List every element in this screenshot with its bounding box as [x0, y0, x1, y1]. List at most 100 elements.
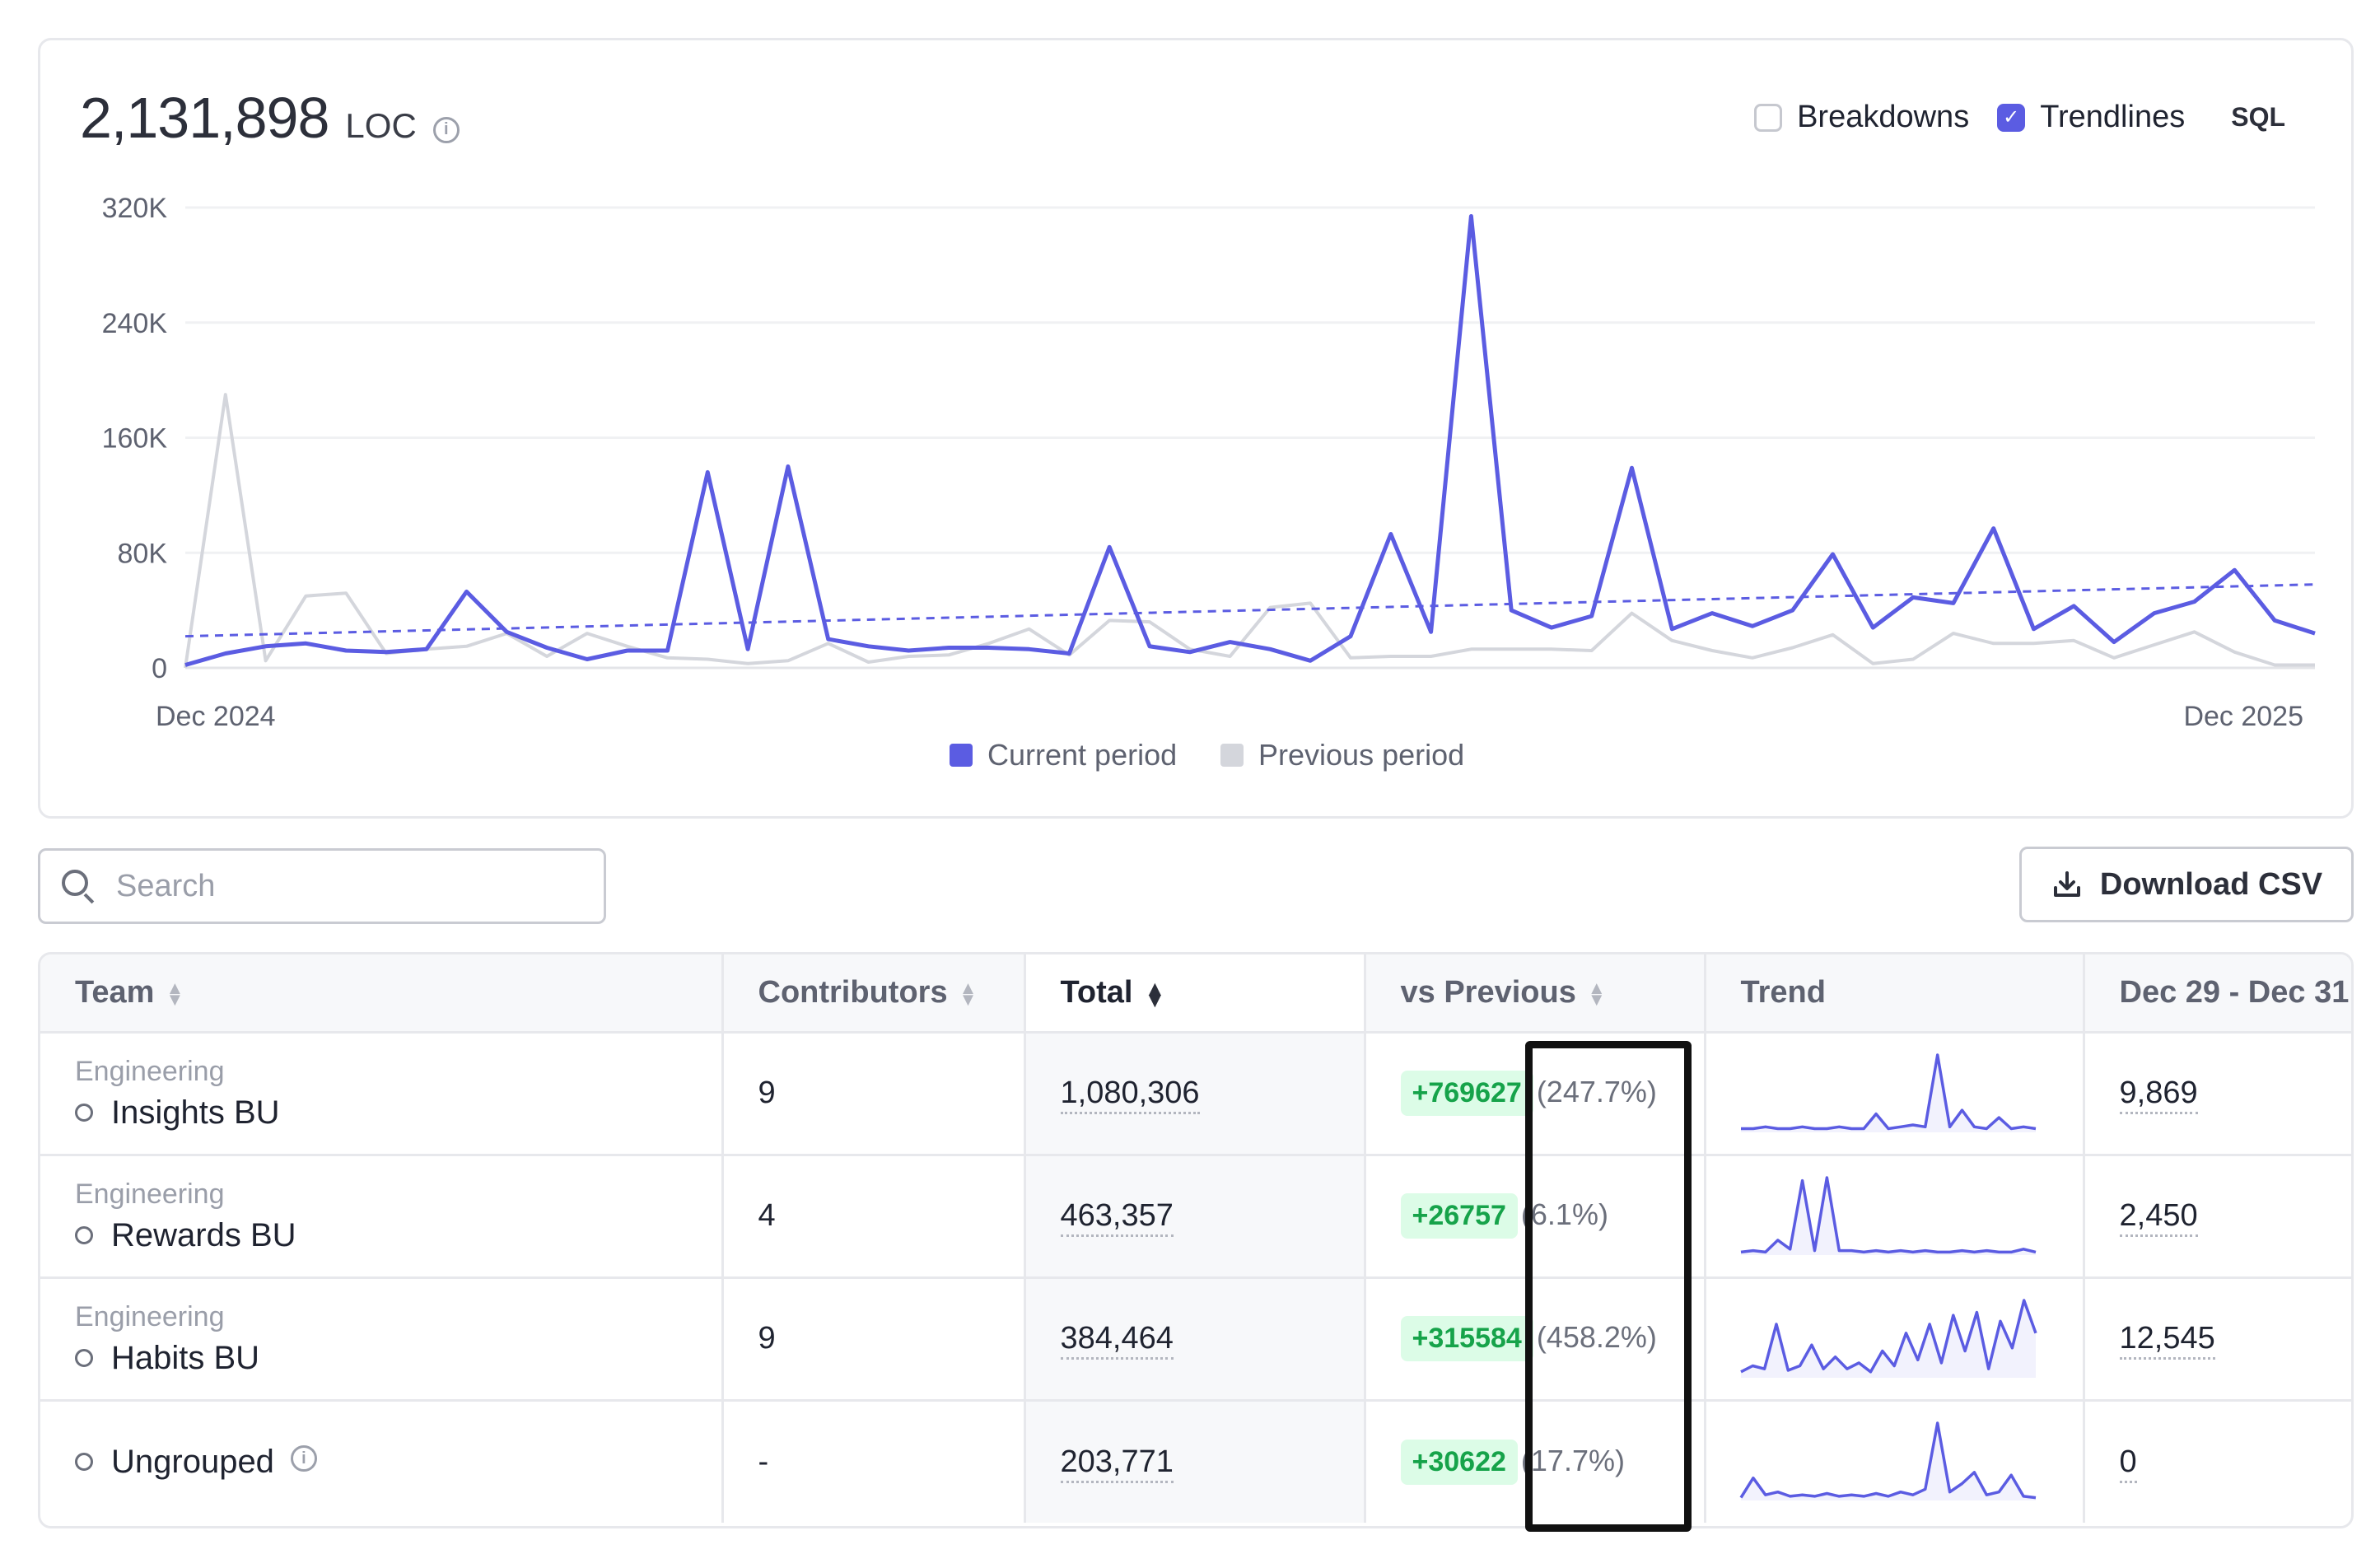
vs-previous-cell: +315584 (458.2%) [1365, 1277, 1706, 1402]
total-value: 384,464 [1060, 1321, 1174, 1360]
team-name[interactable]: Insights BU [111, 1094, 280, 1131]
download-icon [2053, 871, 2080, 897]
search-box[interactable] [38, 848, 606, 924]
total-cell: 384,464 [1024, 1277, 1366, 1402]
contributors-cell: 4 [722, 1155, 1026, 1279]
legend-label: Current period [987, 738, 1177, 772]
info-icon[interactable]: i [290, 1445, 317, 1472]
team-cell: Engineering Rewards BU i [40, 1155, 724, 1279]
column-header-total[interactable]: Total ▲ ▼ [1024, 954, 1366, 1034]
chart-controls: Breakdowns ✓ Trendlines SQL [1726, 100, 2285, 135]
breakdowns-checkbox[interactable] [1754, 103, 1783, 132]
date-range-value: 12,545 [2119, 1321, 2215, 1360]
total-value: 203,771 [1060, 1444, 1174, 1483]
table-row[interactable]: Engineering Habits BU i 9 384,464 +31558… [40, 1277, 2351, 1402]
total-value: 1,080,306 [1060, 1076, 1200, 1114]
delta-badge: +26757 [1400, 1193, 1518, 1239]
team-name[interactable]: Rewards BU [111, 1216, 296, 1253]
date-range-value: 9,869 [2119, 1076, 2198, 1114]
group-label: Engineering [75, 1055, 225, 1087]
team-cell: Engineering Insights BU i [40, 1032, 724, 1156]
y-tick-label: 0 [152, 653, 167, 684]
trend-sparkline [1740, 1175, 2036, 1255]
metric-unit: LOC [345, 106, 417, 145]
delta-percent: (6.1%) [1520, 1197, 1608, 1231]
line-chart: 0 80K 160K 240K 320K Dec 2024 Dec 2025 Current … [102, 193, 2316, 772]
team-cell: Engineering Habits BU i [40, 1277, 724, 1402]
contributors-cell: 9 [722, 1032, 1026, 1156]
info-icon[interactable]: i [432, 116, 460, 143]
legend-swatch [950, 744, 973, 767]
trend-sparkline [1739, 1421, 2036, 1501]
vs-previous-cell: +26757 (6.1%) [1365, 1155, 1706, 1279]
column-header-date-range[interactable]: Dec 29 - Dec 31 [2084, 954, 2351, 1034]
y-tick-label: 240K [102, 308, 168, 339]
date-range-cell: 2,450 [2084, 1155, 2351, 1279]
circle-icon [75, 1453, 93, 1472]
chart-card: 2,131,898 LOC i Breakdowns ✓ Trendlines … [38, 38, 2354, 819]
column-header-team[interactable]: Team ▲ ▼ [40, 954, 724, 1034]
search-input[interactable] [116, 868, 577, 904]
delta-percent: (458.2%) [1536, 1320, 1657, 1354]
metric-summary: 2,131,898 LOC i [80, 85, 460, 151]
trendlines-toggle[interactable]: ✓ Trendlines [1997, 100, 2185, 135]
delta-percent: (247.7%) [1536, 1075, 1657, 1108]
team-name[interactable]: Habits BU [111, 1339, 260, 1376]
sparkline-line [1739, 1298, 2037, 1374]
group-label: Engineering [75, 1178, 225, 1210]
vs-previous-cell: +30622 (17.7%) [1365, 1400, 1706, 1523]
sort-icon[interactable]: ▲ ▼ [959, 977, 978, 1010]
sort-icon[interactable]: ▲ ▼ [1587, 977, 1606, 1010]
x-tick-label: Dec 2024 [156, 701, 276, 732]
x-tick-label: Dec 2025 [2183, 701, 2303, 732]
series-line-current-period [184, 214, 2316, 667]
download-csv-label: Download CSV [2099, 866, 2323, 902]
column-header-contributors[interactable]: Contributors ▲ ▼ [722, 954, 1026, 1034]
team-name[interactable]: Ungrouped [111, 1443, 274, 1480]
trend-sparkline [1739, 1298, 2037, 1378]
table-row[interactable]: Engineering Rewards BU i 4 463,357 +2675… [40, 1155, 2351, 1279]
team-cell: Ungrouped i [40, 1400, 724, 1523]
date-range-value: 0 [2119, 1444, 2137, 1483]
group-label: Engineering [75, 1300, 225, 1332]
sparkline-area [1740, 1054, 2036, 1132]
contributors-value: 9 [758, 1321, 776, 1356]
date-range-cell: 12,545 [2084, 1277, 2351, 1402]
contributors-cell: - [722, 1400, 1026, 1523]
search-icon [60, 868, 96, 904]
y-tick-label: 80K [118, 538, 168, 569]
trendlines-checkbox[interactable]: ✓ [1997, 103, 2026, 132]
total-value: 463,357 [1060, 1198, 1174, 1237]
delta-badge: +315584 [1400, 1316, 1533, 1361]
delta-badge: +769627 [1400, 1071, 1533, 1116]
circle-icon [75, 1349, 93, 1367]
table-row[interactable]: Engineering Insights BU i 9 1,080,306 +7… [40, 1032, 2351, 1156]
table-row[interactable]: Ungrouped i - 203,771 +30622 (17.7%) 0 [40, 1400, 2351, 1523]
sort-icon[interactable]: ▲ ▼ [166, 977, 184, 1010]
metric-value: 2,131,898 [80, 86, 329, 150]
circle-icon [75, 1104, 93, 1122]
breakdowns-toggle[interactable]: Breakdowns [1754, 100, 1969, 135]
vs-previous-cell: +769627 (247.7%) [1365, 1032, 1706, 1156]
series-line-previous-period [184, 393, 2315, 669]
trend-cell [1705, 1277, 2085, 1402]
contributors-value: - [758, 1444, 769, 1479]
trend-sparkline [1740, 1052, 2036, 1132]
legend-label: Previous period [1258, 738, 1464, 772]
teams-table: Team ▲ ▼ Contributors ▲ ▼ Total ▲ ▼ vs Previou… [38, 952, 2354, 1528]
total-cell: 463,357 [1024, 1155, 1366, 1279]
circle-icon [75, 1226, 93, 1244]
y-tick-label: 320K [102, 193, 168, 224]
date-range-cell: 0 [2084, 1400, 2351, 1523]
sparkline-area [1740, 1177, 2036, 1255]
download-csv-button[interactable]: Download CSV [2019, 847, 2354, 922]
delta-badge: +30622 [1400, 1439, 1518, 1485]
column-header-trend: Trend [1705, 954, 2085, 1034]
table-header-row: Team ▲ ▼ Contributors ▲ ▼ Total ▲ ▼ vs Previou… [40, 954, 2351, 1034]
sql-button[interactable]: SQL [2231, 102, 2285, 132]
trend-cell [1705, 1032, 2085, 1156]
sparkline-line [1739, 1421, 2036, 1500]
sort-icon[interactable]: ▲ ▼ [1144, 975, 1166, 1012]
column-header-vs-previous[interactable]: vs Previous ▲ ▼ [1365, 954, 1706, 1034]
breakdowns-label: Breakdowns [1797, 100, 1970, 134]
